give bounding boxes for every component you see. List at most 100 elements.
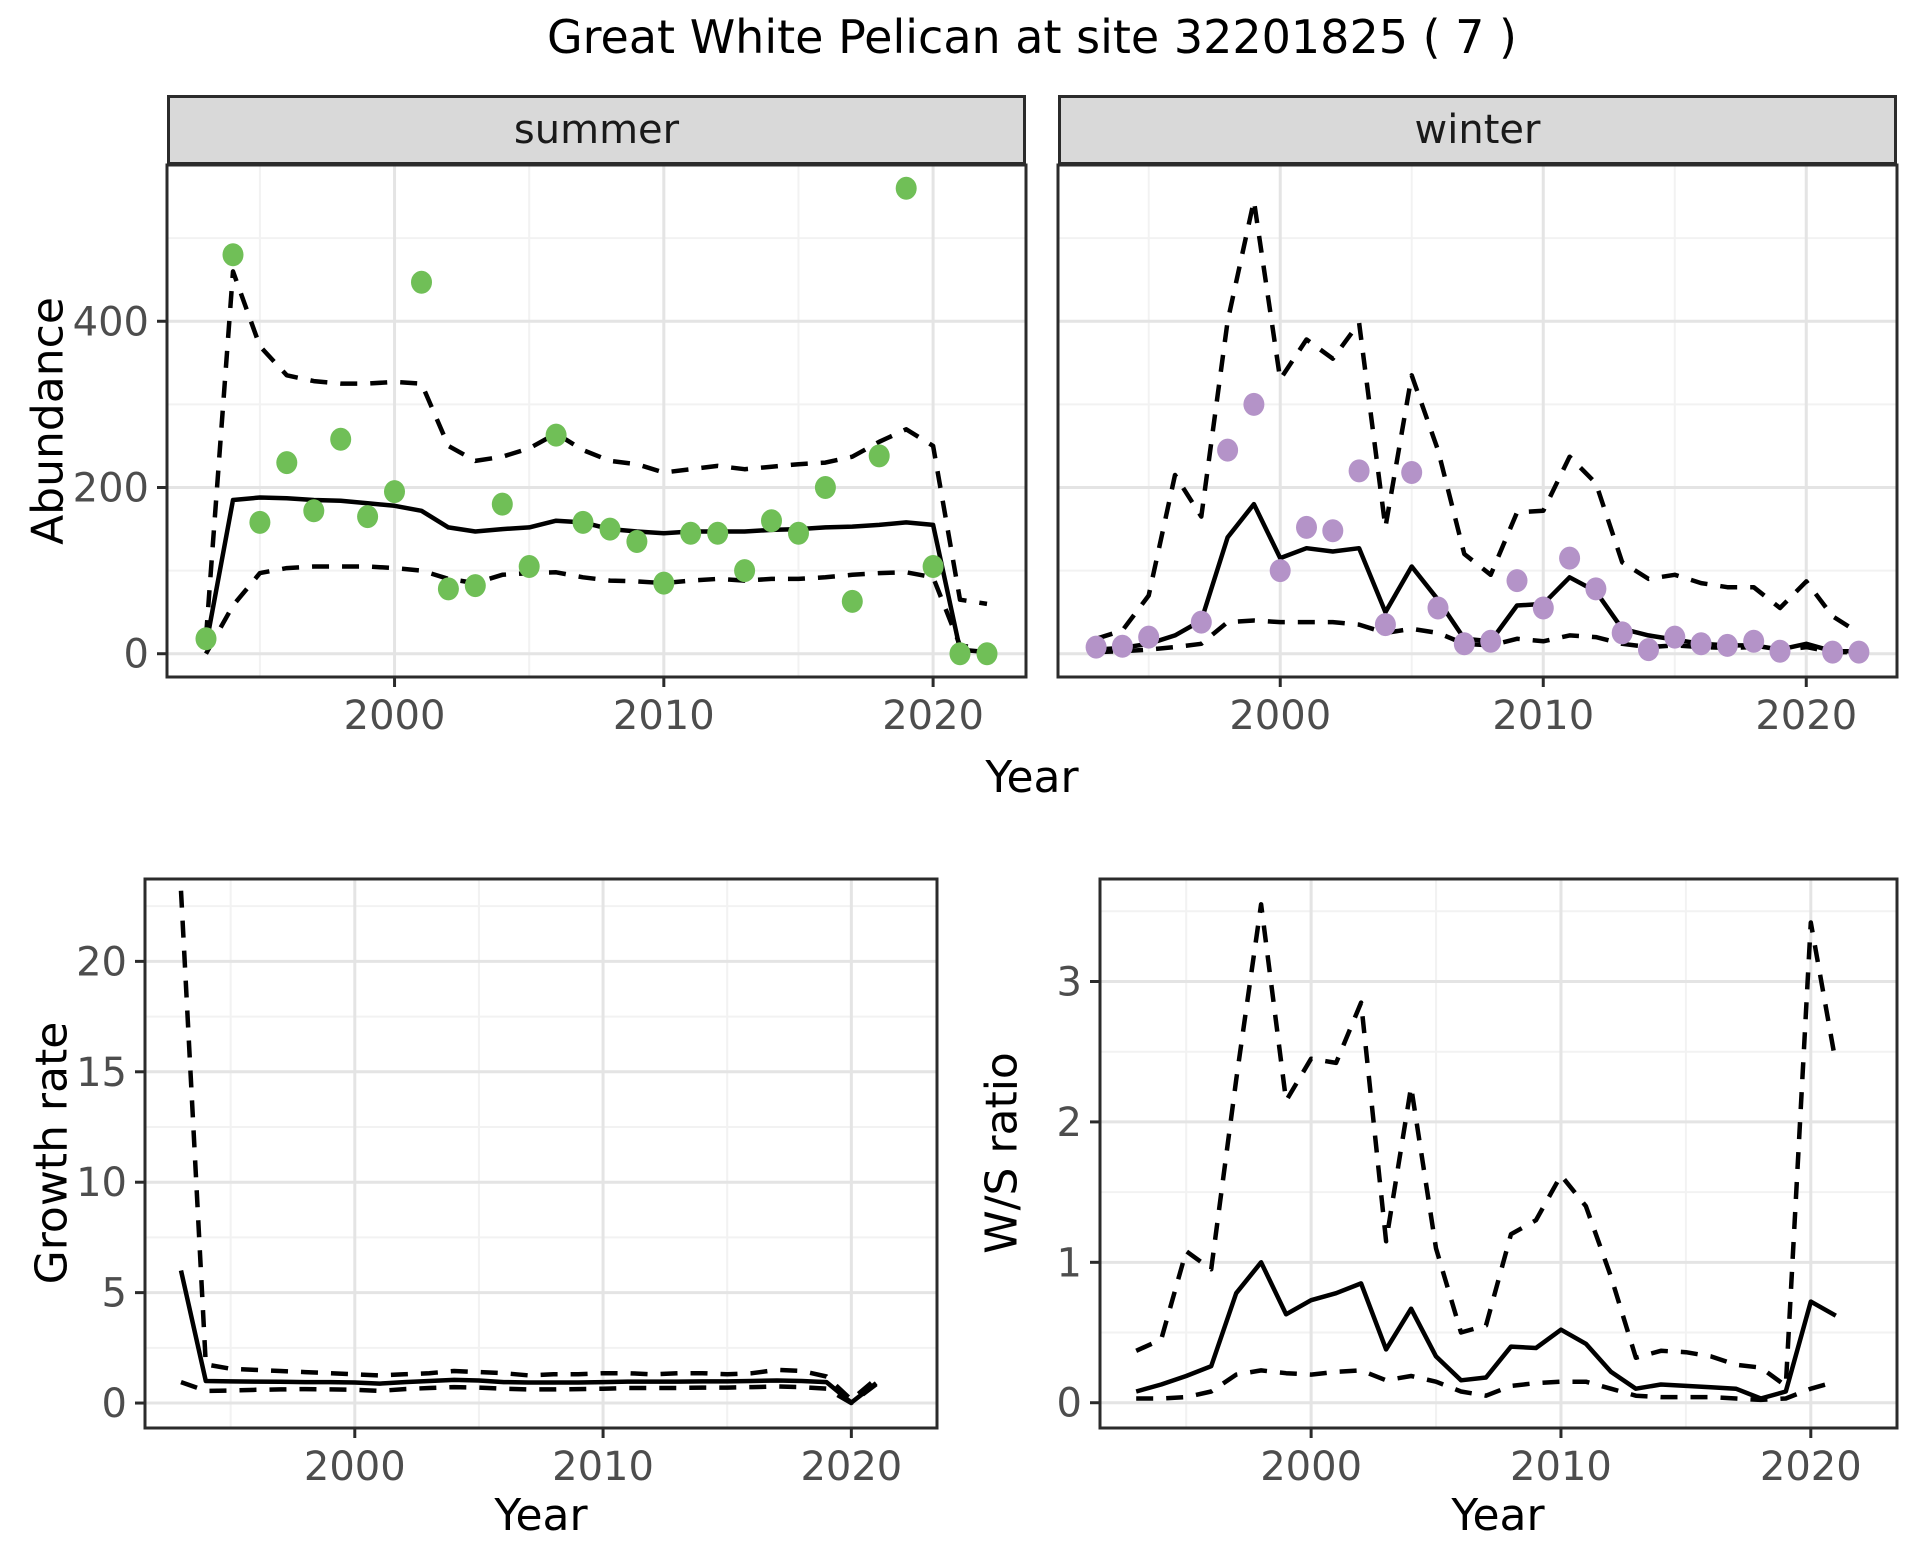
- y-tick-label: 20: [76, 939, 127, 985]
- data-point: [437, 577, 459, 601]
- data-point: [572, 510, 594, 534]
- y-tick-label: 2: [1057, 1100, 1082, 1146]
- series-fit: [1135, 1260, 1837, 1401]
- data-point: [1348, 459, 1370, 483]
- x-tick-label: 2000: [1260, 1444, 1362, 1490]
- data-point: [1480, 629, 1502, 653]
- data-point: [1111, 634, 1133, 658]
- ws-ratio-axis-title: W/S ratio: [976, 1052, 1028, 1254]
- data-point: [222, 243, 244, 267]
- x-tick-label: 2000: [1229, 693, 1331, 739]
- year-axis-title-bottom-right: Year: [1451, 1490, 1545, 1541]
- data-point: [814, 476, 836, 499]
- data-point: [1611, 621, 1633, 645]
- data-point: [357, 505, 379, 529]
- y-tick-label: 10: [76, 1160, 127, 1206]
- facet-strip-winter: winter: [1058, 95, 1897, 165]
- data-point: [1585, 577, 1607, 601]
- x-tick-label: 2020: [1760, 1444, 1862, 1490]
- data-point: [1269, 559, 1291, 583]
- series-observed-points: [1085, 392, 1870, 664]
- figure-title: Great White Pelican at site 32201825 ( 7…: [547, 10, 1517, 64]
- series-ci-lower: [1136, 1368, 1837, 1403]
- data-point: [384, 480, 405, 504]
- data-point: [1769, 639, 1791, 663]
- data-point: [1506, 569, 1528, 593]
- series-ci-upper: [203, 269, 988, 638]
- facet-strip-winter-label: winter: [1414, 107, 1541, 153]
- data-point: [1296, 515, 1317, 539]
- y-tick-label: 0: [124, 632, 149, 678]
- data-point: [1743, 629, 1765, 653]
- data-point: [1453, 632, 1475, 656]
- data-point: [1138, 625, 1160, 649]
- data-point: [949, 642, 971, 666]
- data-point: [491, 492, 513, 516]
- y-tick-label: 3: [1057, 959, 1082, 1005]
- data-point: [841, 589, 863, 613]
- data-point: [1532, 596, 1554, 620]
- data-point: [734, 559, 756, 583]
- series-ci-lower: [1096, 618, 1859, 655]
- data-point: [1638, 638, 1659, 662]
- panel-background: [145, 879, 937, 1428]
- data-point: [1716, 633, 1738, 657]
- data-point: [1190, 610, 1212, 634]
- x-tick-label: 2010: [1492, 693, 1594, 739]
- series-ci-upper: [1095, 198, 1861, 641]
- abundance-axis-title: Abundance: [22, 297, 74, 545]
- x-tick-label: 2000: [304, 1444, 406, 1490]
- x-tick-label: 2020: [800, 1444, 902, 1490]
- data-point: [653, 571, 675, 595]
- data-point: [922, 555, 944, 578]
- data-point: [464, 574, 486, 598]
- series-ci-lower: [204, 564, 988, 655]
- data-point: [868, 444, 890, 468]
- data-point: [599, 517, 621, 541]
- x-tick-label: 2000: [344, 693, 446, 739]
- panel-background: [167, 165, 1026, 677]
- panel-border: [143, 877, 939, 1430]
- series-observed-points: [195, 176, 998, 666]
- series-ci-lower: [180, 1379, 878, 1406]
- data-point: [276, 451, 298, 475]
- data-point: [1243, 392, 1265, 416]
- series-ci-upper: [178, 890, 878, 1402]
- data-point: [1664, 625, 1686, 649]
- facet-strip-summer: summer: [167, 95, 1026, 165]
- data-point: [1217, 438, 1239, 462]
- year-axis-title-bottom-left: Year: [494, 1490, 588, 1541]
- data-point: [788, 521, 809, 545]
- data-point: [626, 530, 648, 553]
- facet-strip-summer-label: summer: [513, 107, 680, 153]
- data-point: [1822, 640, 1844, 664]
- data-point: [895, 176, 917, 200]
- x-tick-label: 2010: [613, 693, 715, 739]
- x-tick-label: 2020: [1755, 693, 1857, 739]
- y-tick-label: 0: [102, 1381, 127, 1427]
- data-point: [411, 270, 432, 294]
- x-tick-label: 2010: [552, 1444, 654, 1490]
- series-fit: [178, 1270, 878, 1405]
- panel-growth-rate: 2000 2010 2020 0 5 10 15 20: [76, 877, 939, 1490]
- data-point: [1690, 632, 1712, 656]
- data-point: [1401, 461, 1423, 484]
- y-tick-label: 200: [73, 465, 149, 511]
- data-point: [545, 423, 567, 447]
- data-point: [249, 510, 271, 534]
- panel-abundance-summer: 2000 2010 2020 0 200 400: [73, 163, 1028, 739]
- panel-border: [1098, 877, 1899, 1430]
- data-point: [1427, 596, 1449, 620]
- data-point: [1848, 640, 1870, 664]
- data-point: [761, 509, 782, 533]
- year-axis-title-top: Year: [985, 752, 1079, 803]
- data-point: [707, 521, 729, 545]
- panel-border: [165, 163, 1028, 679]
- x-tick-label: 2020: [882, 693, 984, 739]
- data-point: [1322, 519, 1344, 543]
- series-ci-upper: [1135, 902, 1839, 1389]
- data-point: [330, 427, 352, 451]
- panel-ws-ratio: 2000 2010 2020 0 1 2 3: [1057, 877, 1899, 1490]
